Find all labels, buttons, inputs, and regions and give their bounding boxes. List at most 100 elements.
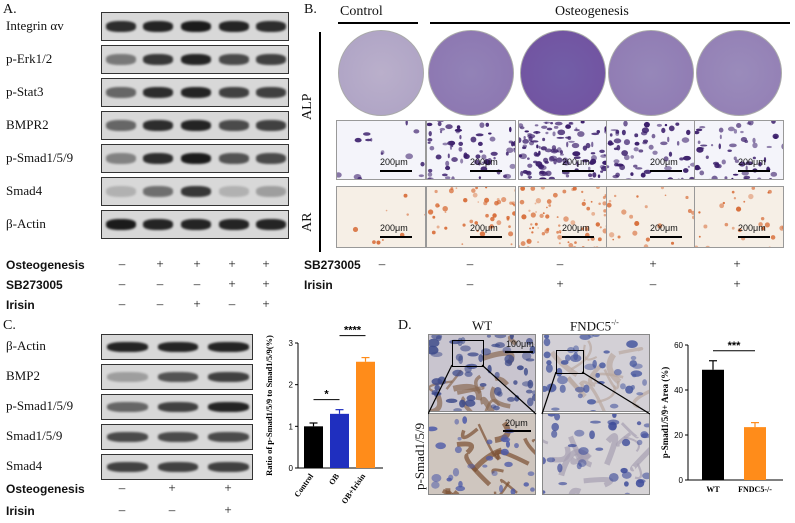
bar-0 xyxy=(702,369,724,480)
condition-label-1: Irisin xyxy=(6,504,35,518)
condition-sign-2-0: – xyxy=(118,296,126,311)
y-tick-label-2: 40 xyxy=(674,386,683,395)
scale-label-alp-1: 200μm xyxy=(470,157,498,167)
scale-bar-ar-0 xyxy=(380,236,412,238)
blot-label-6: β-Actin xyxy=(6,215,46,231)
band-2-2 xyxy=(208,402,249,412)
band-4-2 xyxy=(180,153,212,164)
scale-label-alp-2: 200μm xyxy=(562,157,590,167)
header-osteogenesis-line xyxy=(430,22,790,24)
band-2-0 xyxy=(105,87,136,98)
y-tick-label-1: 1 xyxy=(289,422,294,431)
scale-label-bottom: 20μm xyxy=(505,418,528,428)
y-axis-label: Ratio of p-Smad1/5/9 to Smad1/5/9(%) xyxy=(264,335,274,476)
alp-dish-2 xyxy=(520,30,606,116)
row-label-ar: AR xyxy=(300,212,315,232)
chart-d: 0 20 40 60 WT FNDC5-/- *** p-Smad1/5/9+ Area (%… xyxy=(660,340,783,494)
panel-b-letter: B. xyxy=(304,2,317,17)
condition-sign-1-3: + xyxy=(228,276,236,291)
condition-label-0: SB273005 xyxy=(304,258,361,272)
panel-a-letter: A. xyxy=(3,2,17,17)
row-label-psmad: p-Smad1/5/9 xyxy=(412,422,427,490)
alp-dish-3 xyxy=(608,30,694,116)
band-2-3 xyxy=(218,87,249,98)
band-0-3 xyxy=(218,21,249,32)
header-osteogenesis: Osteogenesis xyxy=(555,4,629,19)
panel-c-letter: C. xyxy=(3,318,16,333)
ihc-wt-low xyxy=(428,334,536,412)
scale-bar-ar-4 xyxy=(738,236,770,238)
y-tick-label-1: 20 xyxy=(674,431,683,440)
category-label-0: Control xyxy=(293,471,316,499)
bar-2 xyxy=(356,361,375,468)
condition-label-0: Osteogenesis xyxy=(6,482,85,496)
header-control-line xyxy=(338,22,418,24)
col-label-wt: WT xyxy=(472,318,493,333)
band-5-0 xyxy=(105,186,136,197)
condition-sign-0-3: + xyxy=(649,256,657,271)
band-1-0 xyxy=(107,372,148,382)
blot-label-2: p-Stat3 xyxy=(6,83,44,99)
band-5-3 xyxy=(218,186,249,197)
significance-label-0: * xyxy=(324,389,329,401)
blot-label-4: Smad4 xyxy=(6,458,43,473)
condition-sign-0-1: + xyxy=(156,256,164,271)
ar-micro-1 xyxy=(426,186,516,248)
band-1-3 xyxy=(218,54,249,65)
band-5-2 xyxy=(180,186,212,197)
zoom-box-wt xyxy=(452,340,484,367)
y-tick-label-0: 0 xyxy=(679,476,684,485)
ar-micro-4 xyxy=(694,186,784,248)
bar-1 xyxy=(330,413,349,468)
band-0-4 xyxy=(256,21,287,32)
condition-sign-0-1: + xyxy=(168,480,176,495)
band-4-1 xyxy=(143,153,174,164)
blot-label-1: BMP2 xyxy=(6,368,40,383)
scale-bar-ar-2 xyxy=(562,236,594,238)
band-2-0 xyxy=(107,402,148,412)
band-0-0 xyxy=(107,342,148,352)
zoom-lines xyxy=(428,364,650,415)
scale-bar-bottom xyxy=(503,430,531,432)
significance-label-0: *** xyxy=(728,340,742,352)
condition-sign-1-0: – xyxy=(118,276,126,291)
condition-sign-0-2: + xyxy=(193,256,201,271)
scale-bar-alp-3 xyxy=(650,170,682,172)
band-2-1 xyxy=(143,87,174,98)
zoom-box-ko xyxy=(556,350,584,374)
scale-bar-alp-4 xyxy=(738,170,770,172)
scale-label-ar-0: 200μm xyxy=(380,223,408,233)
band-5-4 xyxy=(256,186,287,197)
blot-box-2 xyxy=(101,78,289,107)
blot-box-4 xyxy=(101,144,289,173)
condition-sign-1-0: – xyxy=(118,502,126,517)
condition-sign-2-2: + xyxy=(193,296,201,311)
scale-bar-alp-1 xyxy=(470,170,502,172)
band-0-1 xyxy=(157,342,199,352)
band-3-0 xyxy=(105,120,136,131)
condition-sign-1-1: – xyxy=(156,276,164,291)
band-3-0 xyxy=(107,432,148,442)
scale-label-alp-3: 200μm xyxy=(650,157,678,167)
alp-dish-4 xyxy=(696,30,782,116)
scale-label-ar-1: 200μm xyxy=(470,223,498,233)
scale-label-alp-0: 200μm xyxy=(380,157,408,167)
band-4-0 xyxy=(107,462,148,472)
blot-label-2: p-Smad1/5/9 xyxy=(6,398,74,413)
condition-sign-1-2: + xyxy=(556,276,564,291)
condition-sign-0-0: – xyxy=(118,480,126,495)
condition-sign-0-1: – xyxy=(466,256,474,271)
condition-sign-1-3: – xyxy=(649,276,657,291)
blot-label-5: Smad4 xyxy=(6,182,43,198)
ar-micro-2 xyxy=(518,186,608,248)
significance-label-1: **** xyxy=(344,325,362,337)
condition-sign-2-1: – xyxy=(156,296,164,311)
scale-bar-alp-2 xyxy=(562,170,594,172)
band-3-2 xyxy=(208,432,249,442)
scale-bar-top xyxy=(505,351,533,353)
scale-label-ar-3: 200μm xyxy=(650,223,678,233)
scale-bar-alp-0 xyxy=(380,170,412,172)
band-1-1 xyxy=(157,372,199,382)
band-1-4 xyxy=(256,54,287,65)
